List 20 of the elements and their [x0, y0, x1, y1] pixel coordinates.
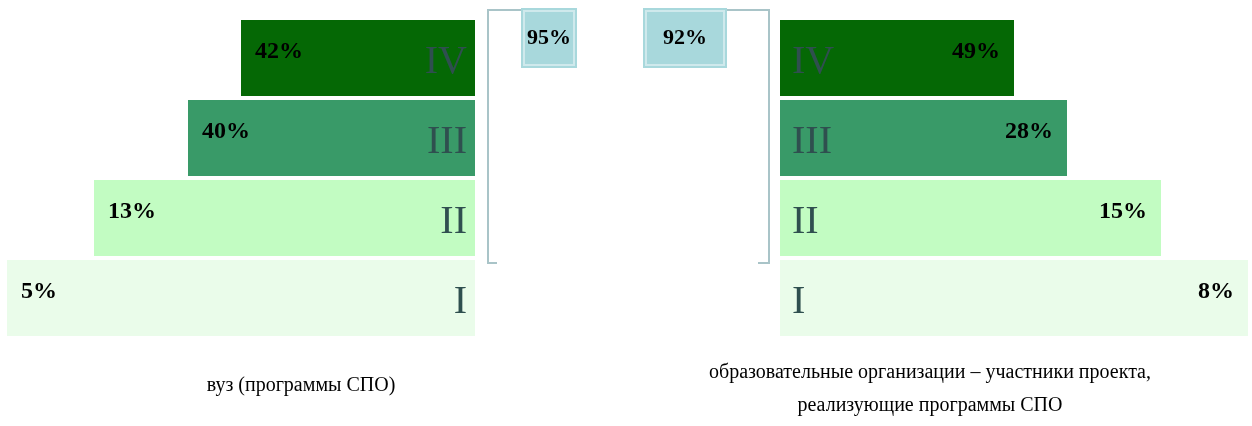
- category-label: II: [792, 196, 819, 242]
- data-label: 8%: [1198, 277, 1234, 304]
- text: вуз (программы СПО): [205, 372, 397, 398]
- data-label: 40%: [202, 117, 250, 144]
- text: образовательные организации – участники проекта, реализующие программы СПО: [708, 359, 1152, 418]
- category-label: III: [792, 116, 832, 162]
- data-label: 28%: [1005, 117, 1053, 144]
- data-label: 13%: [108, 197, 156, 224]
- category-label: II: [440, 196, 467, 242]
- category-label: III: [427, 116, 467, 162]
- text: 92%: [663, 23, 707, 49]
- category-label: IV: [424, 36, 468, 82]
- category-label: I: [792, 276, 806, 322]
- data-label: 5%: [21, 277, 57, 304]
- category-label: I: [453, 276, 467, 322]
- data-label: 42%: [255, 37, 303, 64]
- category-label: IV: [792, 36, 835, 82]
- data-label: 15%: [1099, 197, 1147, 224]
- text: 95%: [527, 23, 571, 49]
- data-label: 49%: [952, 37, 1000, 64]
